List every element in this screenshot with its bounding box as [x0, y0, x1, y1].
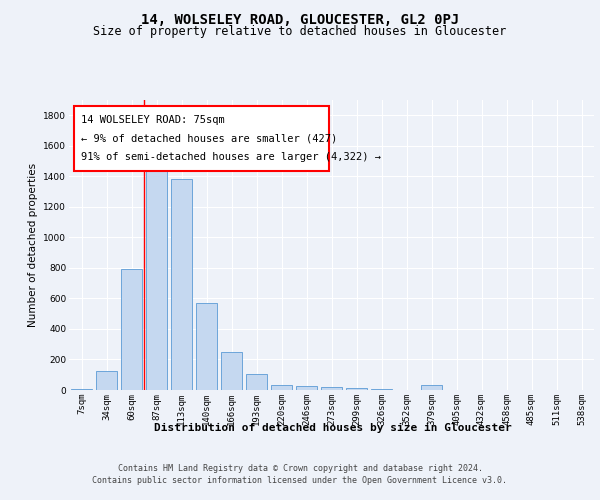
Bar: [421, 386, 442, 390]
Bar: [146, 166, 167, 390]
Bar: [371, 389, 392, 390]
Bar: [71, 389, 92, 390]
Bar: [321, 387, 342, 390]
Bar: [271, 384, 292, 390]
Text: 14, WOLSELEY ROAD, GLOUCESTER, GL2 0PJ: 14, WOLSELEY ROAD, GLOUCESTER, GL2 0PJ: [141, 12, 459, 26]
Bar: [96, 371, 117, 390]
Bar: [246, 374, 267, 390]
Text: 14 WOLSELEY ROAD: 75sqm: 14 WOLSELEY ROAD: 75sqm: [80, 114, 224, 124]
Y-axis label: Number of detached properties: Number of detached properties: [28, 163, 38, 327]
Text: Distribution of detached houses by size in Gloucester: Distribution of detached houses by size …: [154, 422, 512, 432]
Bar: [346, 388, 367, 390]
Bar: [196, 303, 217, 390]
Bar: [171, 180, 192, 390]
Text: 91% of semi-detached houses are larger (4,322) →: 91% of semi-detached houses are larger (…: [80, 152, 380, 162]
Text: Size of property relative to detached houses in Gloucester: Size of property relative to detached ho…: [94, 25, 506, 38]
Bar: [296, 386, 317, 390]
Text: Contains HM Land Registry data © Crown copyright and database right 2024.: Contains HM Land Registry data © Crown c…: [118, 464, 482, 473]
Bar: [121, 270, 142, 390]
Text: Contains public sector information licensed under the Open Government Licence v3: Contains public sector information licen…: [92, 476, 508, 485]
Text: ← 9% of detached houses are smaller (427): ← 9% of detached houses are smaller (427…: [80, 134, 337, 143]
Bar: [221, 352, 242, 390]
FancyBboxPatch shape: [74, 106, 329, 171]
